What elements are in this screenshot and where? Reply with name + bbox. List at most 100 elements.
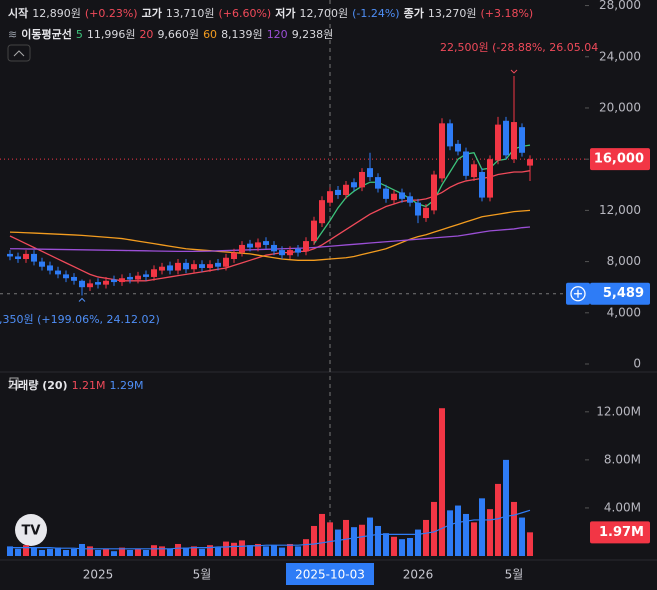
volume-bar — [255, 543, 261, 556]
x-tick-label: 2026 — [403, 568, 434, 582]
ohlc-change: (-1.24%) — [352, 7, 400, 20]
x-tick-label: 5월 — [193, 568, 212, 582]
volume-bar — [311, 525, 317, 556]
ma-period: 60 — [203, 28, 218, 41]
volume-bar — [335, 529, 341, 556]
ma-value: 8,139원 — [221, 28, 263, 41]
volume-ma-line — [10, 509, 531, 550]
candle-body — [463, 151, 469, 176]
volume-bar — [487, 509, 493, 556]
candle-body — [191, 264, 197, 270]
volume-bar — [439, 408, 445, 556]
volume-bar — [215, 547, 221, 556]
candle-body — [247, 243, 253, 248]
volume-bar — [303, 539, 309, 556]
candle-body — [175, 262, 181, 271]
ohlc-legend: 시작 12,890원 (+0.23%) 고가 13,710원 (+6.60%) 저가 12,7… — [8, 5, 537, 21]
ma-value: 9,238원 — [291, 28, 334, 41]
collapse-icon — [13, 50, 25, 57]
y-tick-label: 0 — [633, 357, 641, 371]
y-tick-label: 4,000 — [607, 305, 641, 319]
volume-bar — [191, 546, 197, 556]
volume-icon — [9, 377, 19, 389]
volume-bar — [327, 522, 333, 556]
volume-bar — [503, 459, 509, 556]
volume-bar — [383, 533, 389, 556]
x-tick-label: 2025 — [83, 568, 114, 582]
volume-bar — [183, 547, 189, 556]
collapse-button[interactable] — [7, 44, 31, 62]
volume-bar — [423, 519, 429, 556]
volume-bar — [247, 545, 253, 556]
candle-body — [319, 200, 325, 224]
ma-value: 9,660원 — [157, 28, 200, 41]
candle-body — [215, 262, 221, 267]
volume-bar — [455, 505, 461, 556]
volume-bar — [319, 513, 325, 556]
candle-body — [63, 274, 69, 279]
candle-body — [487, 159, 493, 198]
volume-legend: 거래량 (20) 1.21M 1.29M — [8, 377, 148, 393]
ma-value: 11,996원 — [86, 28, 136, 41]
candle-body — [447, 123, 453, 147]
candle-body — [351, 182, 357, 188]
candle-body — [455, 143, 461, 152]
crosshair-label: 2025-10-03 — [295, 568, 365, 582]
volume-bar — [223, 541, 229, 556]
y-tick-label: 24,000 — [599, 49, 641, 63]
volume-bar — [399, 539, 405, 556]
price-line-label: 16,000 — [594, 152, 644, 167]
candle-body — [223, 257, 229, 267]
volume-bar — [359, 524, 365, 556]
x-tick-label: 5월 — [505, 568, 524, 582]
candle-body — [519, 127, 525, 153]
volume-bar — [463, 513, 469, 556]
candle-body — [103, 280, 109, 285]
candle-body — [287, 250, 293, 256]
candle-body — [295, 248, 301, 253]
volume-bar — [343, 519, 349, 556]
volume-bar — [87, 546, 93, 556]
candle-body — [55, 270, 61, 275]
candle-body — [383, 188, 389, 199]
volume-bar — [135, 548, 141, 556]
ma-period: 120 — [266, 28, 288, 41]
candle-body — [431, 174, 437, 211]
volume-bar — [375, 525, 381, 556]
volume-bar — [175, 543, 181, 556]
volume-bar — [415, 529, 421, 556]
volume-bar — [15, 548, 21, 556]
candle-body — [199, 264, 205, 268]
candle-body — [111, 279, 117, 283]
volume-bar — [479, 498, 485, 556]
volume-bar — [527, 532, 533, 556]
candle-body — [279, 250, 285, 256]
volume-value-label: 1.97M — [599, 525, 644, 540]
price-line-box — [590, 148, 650, 171]
candle-body — [375, 177, 381, 189]
volume-bar — [31, 547, 37, 556]
candle-body — [367, 168, 373, 178]
y-tick-label: 8,000 — [607, 254, 641, 268]
candle-body — [71, 276, 77, 281]
volume-bar — [23, 545, 29, 556]
volume-bar — [127, 549, 133, 556]
volume-bar — [407, 537, 413, 556]
volume-title: 거래량 (20) — [8, 379, 68, 392]
volume-bar — [391, 536, 397, 556]
volume-bar — [447, 510, 453, 556]
candle-body — [303, 241, 309, 252]
volume-label-box — [590, 521, 650, 544]
ohlc-value: 12,700원 — [299, 7, 349, 20]
volume-bar — [111, 551, 117, 556]
candle-body — [311, 220, 317, 242]
volume-bar — [239, 540, 245, 556]
ma-icon[interactable]: ≋ — [8, 28, 18, 41]
candle-body — [127, 276, 133, 280]
volume-bar — [151, 545, 157, 556]
volume-bar — [431, 501, 437, 556]
volume-bar — [519, 517, 525, 556]
candle-body — [7, 253, 13, 257]
